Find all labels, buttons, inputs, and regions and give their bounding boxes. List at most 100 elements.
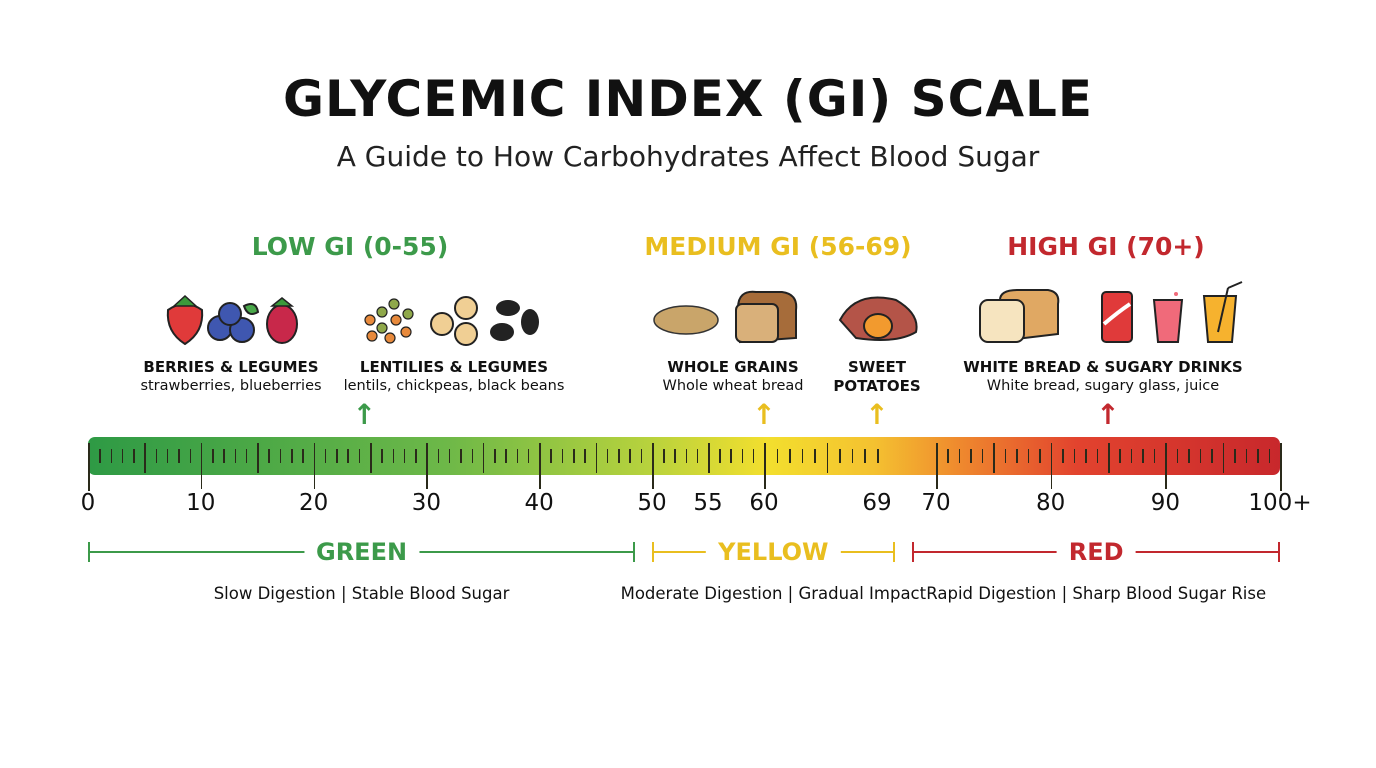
- food-detail: strawberries, blueberries: [140, 378, 322, 394]
- juice-icon: [1202, 281, 1243, 343]
- scale-tick: [947, 449, 949, 463]
- scale-tick: [764, 443, 766, 489]
- scale-tick: [618, 449, 620, 463]
- grains-icons: [653, 290, 798, 344]
- scale-tick: [1073, 449, 1076, 463]
- scale-tick: [801, 449, 804, 463]
- gi-marker-arrow-icon: ↑: [865, 398, 889, 431]
- scale-tick: [505, 449, 507, 463]
- scale-tick: [1062, 449, 1064, 463]
- scale-tick: [223, 449, 225, 463]
- scale-tick-label: 20: [298, 490, 329, 516]
- scale-tick: [696, 449, 699, 463]
- scale-tick: [1234, 449, 1236, 463]
- scale-tick: [1211, 449, 1213, 463]
- food-berries: BERRIES & LEGUMES strawberries, blueberr…: [101, 358, 361, 396]
- scale-tick: [981, 449, 984, 463]
- scale-tick: [245, 449, 248, 463]
- scale-tick-label: 90: [1150, 490, 1180, 516]
- scale-tick: [730, 449, 732, 463]
- scale-tick: [561, 449, 564, 463]
- scale-tick: [573, 449, 575, 463]
- raspberry-icon: [266, 297, 298, 344]
- zone-label: GREEN: [304, 538, 420, 566]
- scale-tick: [640, 449, 643, 463]
- scale-tick: [1050, 443, 1053, 489]
- scale-tick-label: 80: [1036, 490, 1066, 516]
- scale-tick: [936, 443, 938, 489]
- gi-marker-arrow-icon: ↑: [352, 398, 377, 431]
- scale-tick-label: 40: [524, 490, 554, 516]
- scale-tick: [1039, 449, 1041, 463]
- zone-description: Rapid Digestion | Sharp Blood Sugar Rise: [926, 584, 1267, 603]
- scale-tick: [1142, 449, 1144, 463]
- scale-tick: [606, 449, 609, 463]
- high-gi-heading: HIGH GI (70+): [1007, 232, 1205, 261]
- scale-tick-label: 30: [411, 490, 442, 516]
- scale-tick: [268, 449, 270, 463]
- scale-tick: [200, 443, 203, 489]
- scale-tick: [291, 449, 293, 463]
- scale-tick: [539, 443, 541, 489]
- scale-tick: [719, 449, 721, 463]
- berries-icons: [166, 294, 298, 346]
- scale-tick: [851, 449, 854, 463]
- scale-tick-label: 69: [862, 490, 892, 516]
- scale-tick: [1016, 449, 1018, 463]
- white-bread-icon: [979, 289, 1060, 343]
- scale-tick-label: 10: [186, 490, 216, 516]
- scale-tick: [1222, 443, 1225, 473]
- scale-tick: [663, 449, 665, 463]
- scale-tick: [121, 449, 124, 463]
- food-heading: BERRIES & LEGUMES: [143, 358, 319, 376]
- soda-can-icon: [1101, 291, 1133, 343]
- scale-tick: [877, 449, 879, 463]
- scale-tick: [1245, 449, 1248, 463]
- scale-tick-label: 55: [693, 490, 723, 516]
- sugary-drink-icon: [1152, 292, 1184, 343]
- sweet-potato-icon: [838, 296, 918, 341]
- zone-description: Slow Digestion | Stable Blood Sugar: [213, 584, 510, 603]
- zone-label: YELLOW: [706, 538, 841, 566]
- zone-red: RED: [912, 538, 1280, 566]
- scale-tick: [133, 449, 135, 463]
- scale-tick: [814, 449, 816, 463]
- scale-tick: [550, 449, 552, 463]
- scale-tick: [1257, 449, 1259, 463]
- scale-tick: [958, 449, 961, 463]
- scale-tick: [1165, 443, 1167, 489]
- scale-tick-label: 60: [749, 490, 779, 516]
- scale-tick: [494, 449, 496, 463]
- scale-tick: [1027, 449, 1030, 463]
- scale-tick: [426, 443, 428, 489]
- scale-tick: [110, 449, 113, 463]
- food-detail: lentils, chickpeas, black beans: [343, 378, 565, 394]
- scale-tick: [460, 449, 462, 463]
- high-gi-icons: [979, 281, 1243, 343]
- gi-marker-arrow-icon: ↑: [1096, 398, 1120, 431]
- scale-tick: [674, 449, 676, 463]
- scale-tick: [392, 449, 395, 463]
- scale-tick: [381, 449, 383, 463]
- scale-tick: [313, 443, 316, 489]
- grains-icon: [653, 305, 719, 335]
- scale-tick: [1119, 449, 1121, 463]
- zone-description: Moderate Digestion | Gradual Impact: [620, 584, 927, 603]
- scale-tick: [88, 443, 90, 491]
- scale-tick: [789, 449, 791, 463]
- page-title: GLYCEMIC INDEX (GI) SCALE: [282, 70, 1094, 128]
- scale-tick: [324, 449, 327, 463]
- scale-tick: [527, 449, 530, 463]
- scale-tick: [234, 449, 237, 463]
- scale-tick: [1188, 449, 1190, 463]
- scale-tick: [99, 449, 101, 463]
- scale-tick: [1280, 443, 1282, 491]
- scale-tick-label: 0: [80, 490, 96, 516]
- black-beans-icon: [490, 300, 539, 341]
- scale-tick: [1004, 449, 1007, 463]
- low-gi-heading: LOW GI (0-55): [251, 232, 449, 261]
- scale-tick: [144, 443, 146, 473]
- legumes-icons: [364, 296, 539, 346]
- scale-tick: [302, 449, 304, 463]
- food-white-bread-drinks: WHITE BREAD & SUGARY DRINKS White bread,…: [953, 358, 1253, 396]
